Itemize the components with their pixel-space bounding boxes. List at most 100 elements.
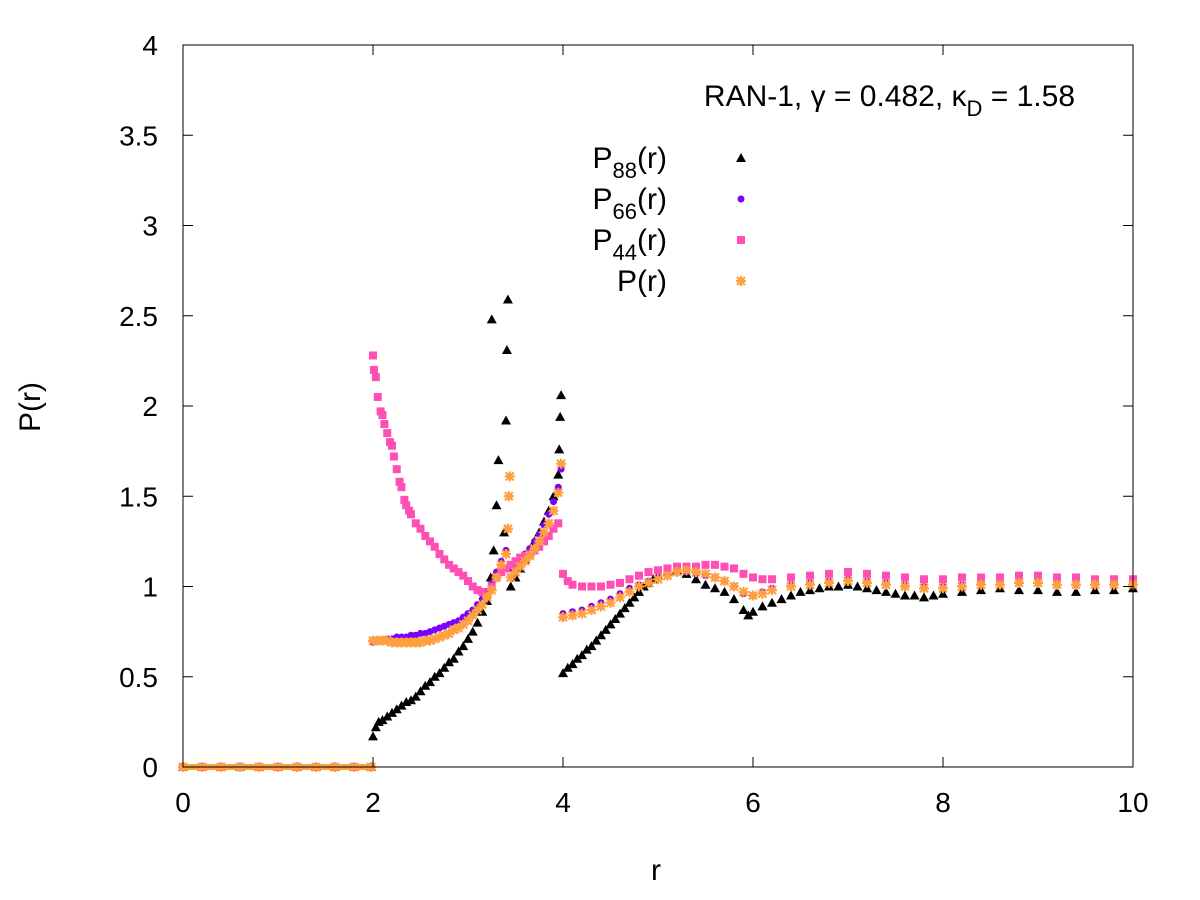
data-point — [843, 576, 853, 587]
y-tick-label: 0.5 — [119, 662, 158, 693]
data-point — [1015, 571, 1023, 580]
data-point — [448, 653, 459, 663]
legend-label-subscript: 44 — [613, 240, 637, 265]
data-point — [805, 579, 815, 590]
data-point — [844, 568, 852, 577]
y-tick-label: 2 — [142, 391, 158, 422]
data-point — [411, 519, 420, 528]
y-tick-label: 3.5 — [119, 120, 158, 151]
data-point — [600, 624, 611, 634]
legend-marker — [737, 195, 745, 203]
data-point — [505, 572, 516, 583]
data-point — [825, 569, 833, 578]
data-point — [501, 415, 511, 425]
data-point — [738, 604, 749, 614]
data-point — [486, 314, 497, 324]
data-point — [383, 429, 392, 438]
data-point — [505, 581, 516, 591]
data-point — [577, 650, 587, 660]
data-point — [472, 617, 483, 627]
data-point — [615, 592, 625, 603]
data-point — [506, 560, 515, 569]
data-point — [429, 633, 440, 644]
data-point — [550, 498, 557, 506]
data-point — [444, 628, 454, 639]
data-point — [615, 608, 625, 618]
data-point — [720, 562, 729, 571]
data-point — [463, 633, 473, 643]
data-point — [396, 700, 407, 710]
data-point — [382, 635, 393, 646]
data-point — [919, 592, 929, 602]
legend-marker — [737, 236, 745, 244]
data-point — [369, 351, 377, 360]
y-tick-label: 2.5 — [119, 301, 158, 332]
data-point — [1109, 579, 1119, 590]
data-point — [454, 568, 463, 577]
data-point — [958, 573, 966, 582]
data-point — [767, 585, 777, 596]
data-point — [534, 536, 545, 547]
title-kappa-value: = 1.58 — [982, 80, 1075, 113]
data-point — [996, 573, 1004, 582]
legend-label-main: P — [593, 142, 613, 175]
data-point — [558, 668, 568, 678]
data-point — [562, 662, 573, 672]
data-point — [371, 373, 380, 382]
data-point — [563, 577, 572, 586]
data-point — [824, 577, 834, 588]
data-point — [1091, 575, 1099, 584]
data-point — [467, 626, 478, 636]
data-point — [586, 641, 597, 651]
data-point — [1071, 586, 1081, 596]
data-point — [738, 586, 749, 597]
legend-label-main: P — [617, 265, 637, 298]
data-point — [757, 588, 768, 599]
data-point — [786, 590, 796, 600]
data-point — [486, 585, 497, 596]
data-point — [939, 575, 947, 584]
data-point — [833, 581, 844, 591]
data-point — [535, 542, 544, 551]
title-gamma-value: = 0.482, — [826, 80, 952, 113]
data-point — [482, 592, 492, 603]
data-point — [453, 623, 464, 634]
data-point — [497, 568, 506, 577]
data-point — [445, 560, 453, 569]
data-point — [881, 579, 891, 590]
data-point — [444, 657, 454, 667]
data-point — [749, 573, 757, 582]
data-point — [439, 662, 450, 672]
data-point — [434, 632, 445, 643]
legend-label: P(r) — [617, 265, 667, 298]
data-point — [421, 531, 430, 540]
data-point — [700, 568, 711, 579]
data-point — [768, 575, 776, 584]
legend-label-subscript: 66 — [613, 199, 637, 224]
title-kappa-symbol: κ — [952, 80, 968, 113]
legend-label-subscript: 88 — [613, 158, 637, 183]
legend: P88(r)P66(r)P44(r)P(r) — [593, 142, 746, 298]
legend-marker — [736, 153, 746, 162]
data-point — [477, 599, 488, 610]
data-point — [493, 455, 504, 465]
data-point — [634, 581, 644, 592]
data-point — [1110, 575, 1118, 584]
data-point — [548, 491, 559, 501]
data-point — [380, 420, 389, 429]
data-point — [806, 571, 814, 580]
data-point — [558, 612, 568, 623]
data-point — [625, 575, 634, 584]
data-point — [719, 576, 730, 587]
data-point — [672, 567, 682, 578]
data-point — [786, 581, 796, 592]
data-point — [378, 411, 387, 420]
y-tick-label: 4 — [142, 30, 158, 61]
legend-marker — [736, 276, 746, 286]
data-point — [701, 560, 710, 569]
y-tick-label: 0 — [142, 752, 158, 783]
data-point — [402, 501, 411, 510]
data-point — [387, 707, 397, 717]
legend-label-tail: (r) — [637, 224, 667, 257]
